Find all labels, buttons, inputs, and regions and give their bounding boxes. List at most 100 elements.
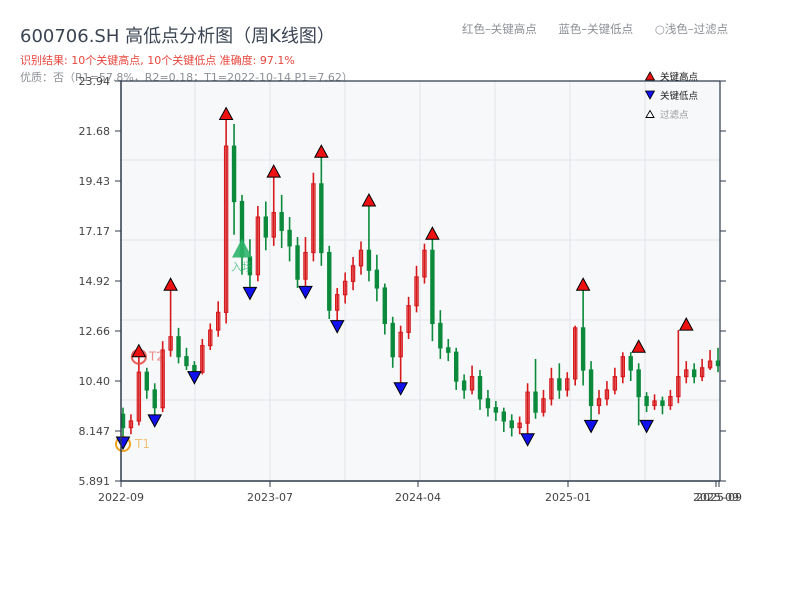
low-marker-icon <box>583 419 599 434</box>
candle-body <box>342 280 348 296</box>
candle-body <box>549 378 554 400</box>
candle-body <box>684 369 689 378</box>
candle-body <box>628 356 633 371</box>
triangle-up-red-icon <box>645 70 655 80</box>
candle-body <box>469 376 475 391</box>
candle-body <box>446 347 451 353</box>
candle-body <box>168 336 173 351</box>
candle-body <box>200 345 205 373</box>
candles <box>120 119 721 443</box>
high-marker-icon <box>163 277 178 291</box>
candle-body <box>588 369 594 407</box>
candle-body <box>509 420 514 429</box>
x-tick-label: 2025-09 <box>696 491 742 504</box>
candle-body <box>565 378 570 391</box>
candle-body <box>231 145 237 203</box>
candle-body <box>390 322 395 358</box>
legend-red-text: 红色–关键高点 <box>462 22 537 36</box>
high-tag-label: T2 <box>148 350 164 364</box>
axes: 23.94 21.68 19.43 17.17 14.92 12.66 10.40 8.147… <box>79 75 742 504</box>
candle-body <box>461 380 467 391</box>
triangle-up-outline-icon <box>645 109 655 118</box>
candle-body <box>398 331 403 358</box>
candle-body <box>350 265 356 282</box>
high-marker-icon <box>425 226 440 240</box>
candle-body <box>208 329 213 347</box>
candle-body <box>311 183 316 254</box>
marker-legend: 关键高点 关键低点 过滤点 <box>645 66 698 123</box>
x-tick-label: 2024-04 <box>395 491 441 504</box>
candle-body <box>501 411 507 422</box>
candle-body <box>438 322 443 349</box>
legend-item-high: 关键高点 <box>645 66 698 85</box>
legend-blue-text: 蓝色–关键低点 <box>558 22 634 36</box>
high-marker-icon <box>678 317 694 331</box>
candle-body <box>319 183 324 254</box>
candle-body <box>572 327 578 380</box>
low-marker-icon <box>115 436 131 451</box>
candle-body <box>295 245 300 280</box>
legend-light-text: ○浅色–过滤点 <box>654 22 729 36</box>
candle-body <box>691 369 697 378</box>
candle-body <box>454 351 459 382</box>
candle-body <box>422 249 427 278</box>
legend-item-low: 关键低点 <box>645 85 698 104</box>
low-marker-icon <box>147 414 163 428</box>
x-tick-label: 2025-01 <box>545 491 591 504</box>
candle-body <box>335 294 340 311</box>
candle-body <box>493 407 499 413</box>
candle-body <box>541 398 546 413</box>
candle-body <box>652 400 657 407</box>
entry-label: 入场 <box>231 260 253 274</box>
high-marker-icon <box>266 164 282 178</box>
candle-body <box>176 336 181 358</box>
candle-body <box>668 395 673 407</box>
low-marker-icon <box>520 433 535 447</box>
y-tick-label: 12.66 <box>79 325 111 338</box>
candle-body <box>517 422 522 429</box>
markers: 入场 T2 T1 <box>115 106 694 453</box>
candle-body <box>430 249 435 325</box>
high-marker-icon <box>631 339 647 353</box>
candle-body <box>485 398 491 409</box>
candle-body <box>644 395 649 407</box>
candle-body <box>374 269 380 289</box>
candle-body <box>525 391 530 424</box>
y-tick-label: 10.40 <box>79 375 111 388</box>
candle-body <box>152 389 157 409</box>
candle-body <box>414 276 419 307</box>
y-tick-label: 8.147 <box>79 425 111 438</box>
candle-body <box>120 413 126 429</box>
candle-body <box>144 371 149 391</box>
candle-body <box>327 251 332 311</box>
candle-body <box>358 249 364 267</box>
high-marker-icon <box>131 343 147 358</box>
low-marker-icon <box>187 371 202 385</box>
triangle-down-blue-icon <box>645 90 655 100</box>
candle-body <box>676 376 681 398</box>
low-marker-icon <box>393 382 409 396</box>
candle-body <box>533 391 538 413</box>
color-legend: 红色–关键高点 蓝色–关键低点 ○浅色–过滤点 <box>462 21 728 37</box>
high-marker-icon <box>313 144 329 158</box>
candle-body <box>620 356 626 378</box>
low-marker-icon <box>639 419 654 434</box>
x-tick-label: 2025-09 <box>693 491 739 504</box>
candle-body <box>707 360 713 369</box>
result-summary: 识别结果: 10个关键高点, 10个关键低点 准确度: 97.1% <box>20 54 295 67</box>
candle-body <box>263 216 269 238</box>
y-tick-label: 21.68 <box>79 125 111 138</box>
low-marker-icon <box>298 285 313 300</box>
low-marker-icon <box>242 286 258 301</box>
candle-body <box>303 251 308 280</box>
candle-body <box>255 216 261 276</box>
candle-body <box>223 145 229 313</box>
low-marker-icon <box>329 320 345 334</box>
chart-title: 600706.SH 高低点分析图（周K线图） <box>20 26 335 47</box>
high-marker-icon <box>361 192 377 207</box>
high-marker-icon <box>575 277 591 291</box>
candle-body <box>160 349 165 409</box>
candle-body <box>477 376 483 400</box>
candle-body <box>279 212 284 231</box>
